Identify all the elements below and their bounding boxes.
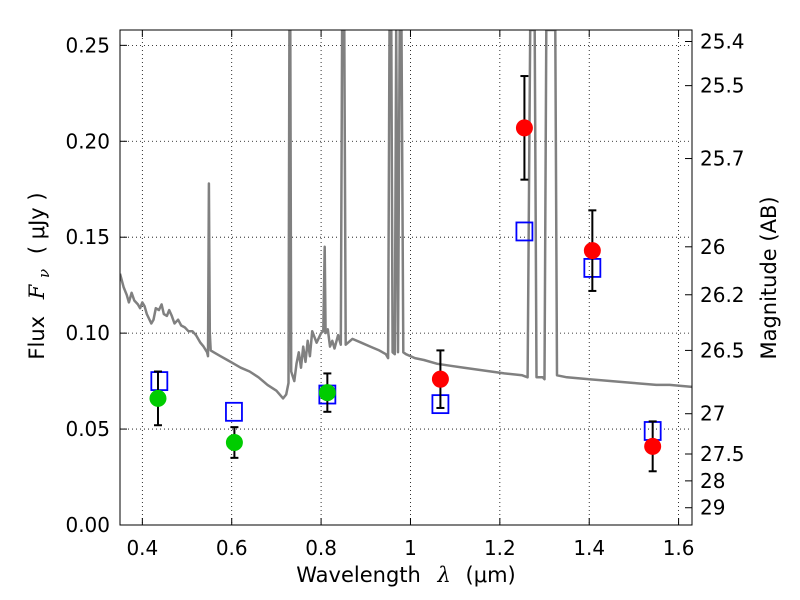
observed-point	[583, 242, 601, 260]
x-tick-label: 1.2	[484, 536, 516, 560]
y-tick-label: 0.10	[65, 321, 110, 345]
y-axis-title: Flux F ν ( μJy )	[25, 192, 54, 359]
y-tick-label: 0.25	[65, 33, 110, 57]
y-axis-title-symbol: F	[25, 283, 49, 300]
y2-tick-label: 27.5	[700, 442, 745, 466]
y2-tick-label: 26.5	[700, 338, 745, 362]
model-photometry-square	[515, 221, 534, 242]
observed-point	[644, 437, 662, 455]
y2-tick-label: 25.5	[700, 74, 745, 98]
photometry-layer	[149, 75, 662, 473]
y2-tick-label: 27	[700, 402, 725, 426]
y-tick-label: 0.00	[65, 513, 110, 537]
y2-tick-label: 26	[700, 235, 725, 259]
axis-ticks: 0.4 0.6 0.8 1 1.2 1.4 1.6 0.00 0.05 0.10 0.15 0.20 0…	[65, 30, 744, 560]
right-axis-title: Magnitude (AB)	[757, 196, 781, 359]
x-tick-label: 0.4	[126, 536, 158, 560]
y-axis-title-text: Flux	[25, 316, 49, 360]
x-axis-title: Wavelength λ (μm)	[296, 563, 515, 587]
y2-tick-label: 26.2	[700, 283, 745, 307]
plot-background	[120, 30, 692, 525]
x-tick-label: 1.6	[663, 536, 695, 560]
x-tick-label: 1.4	[573, 536, 605, 560]
y2-tick-label: 29	[700, 496, 725, 520]
y2-tick-label: 25.4	[700, 30, 745, 54]
x-tick-label: 1	[404, 536, 417, 560]
y2-tick-label: 28	[700, 469, 725, 493]
model-sed-layer	[120, 30, 692, 400]
x-axis-title-unit: (μm)	[466, 563, 516, 587]
x-tick-label: 0.8	[305, 536, 337, 560]
observed-point	[318, 384, 336, 402]
observed-point	[149, 389, 167, 407]
y-axis-title-subscript: ν	[35, 269, 53, 278]
y-tick-label: 0.20	[65, 129, 110, 153]
x-axis-title-symbol: λ	[437, 563, 451, 587]
x-tick-label: 0.6	[216, 536, 248, 560]
observed-point	[225, 434, 243, 451]
y-tick-label: 0.15	[65, 225, 110, 249]
observed-point	[431, 370, 449, 388]
model-sed-line	[120, 30, 692, 400]
y2-tick-label: 25.7	[700, 147, 745, 171]
plot-frame	[119, 29, 693, 526]
x-axis-title-text: Wavelength	[296, 563, 421, 587]
y-tick-label: 0.05	[65, 417, 110, 441]
y-axis-title-unit: ( μJy )	[25, 192, 49, 254]
model-photometry-square	[225, 401, 243, 422]
observed-point	[515, 119, 533, 137]
